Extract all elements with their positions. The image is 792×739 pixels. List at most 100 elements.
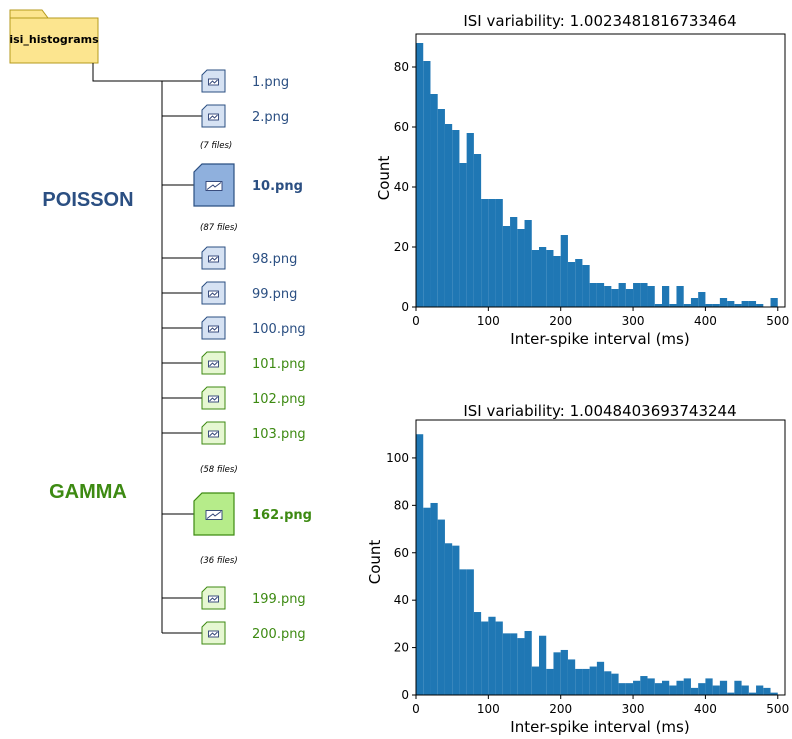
histogram-bar bbox=[596, 283, 605, 307]
histogram-bar bbox=[727, 692, 735, 695]
histogram-bar bbox=[452, 130, 460, 307]
histogram-bar bbox=[647, 286, 655, 307]
file-name-label[interactable]: 1.png bbox=[252, 75, 289, 90]
x-tick-label: 0 bbox=[412, 702, 420, 716]
png-file-icon[interactable] bbox=[193, 163, 235, 207]
histogram-bar bbox=[741, 685, 749, 695]
histogram-bar bbox=[546, 250, 554, 307]
file-name-label[interactable]: 100.png bbox=[252, 322, 306, 337]
y-tick-label: 60 bbox=[394, 120, 409, 134]
file-name-label[interactable]: 2.png bbox=[252, 110, 289, 125]
file-name-label[interactable]: 103.png bbox=[252, 427, 306, 442]
file-name-label[interactable]: 98.png bbox=[252, 252, 297, 267]
y-tick-label: 20 bbox=[394, 240, 409, 254]
png-file-icon[interactable] bbox=[201, 316, 226, 340]
file-tree: isi_histograms 1.png 2.png (7 files) 10.png… bbox=[9, 9, 312, 645]
histogram-bar bbox=[734, 680, 742, 695]
group-label-gamma: GAMMA bbox=[49, 481, 127, 503]
histogram-bar bbox=[546, 668, 554, 695]
y-tick-label: 40 bbox=[394, 593, 409, 607]
file-name-label[interactable]: 101.png bbox=[252, 357, 306, 372]
histogram-bar bbox=[611, 673, 619, 695]
y-tick-label: 0 bbox=[401, 688, 409, 702]
histogram-bar bbox=[423, 507, 431, 695]
histogram-bar bbox=[560, 649, 568, 695]
chart-2-axes: 0 100 200 300 400 500 0 20 40 60 80 100 bbox=[386, 419, 789, 716]
png-file-icon[interactable] bbox=[201, 104, 226, 128]
png-file-icon[interactable] bbox=[201, 421, 226, 445]
png-file-icon[interactable] bbox=[201, 621, 226, 645]
png-file-icon[interactable] bbox=[201, 586, 226, 610]
histogram-bar bbox=[560, 235, 568, 307]
histogram-bar bbox=[618, 683, 626, 695]
histogram-bar bbox=[517, 638, 525, 695]
histogram-bar bbox=[763, 687, 771, 695]
histogram-bar bbox=[567, 262, 576, 307]
x-tick-label: 100 bbox=[477, 314, 500, 328]
histogram-bar bbox=[756, 304, 764, 307]
histogram-bar bbox=[698, 292, 706, 307]
y-tick-label: 20 bbox=[394, 641, 409, 655]
x-tick-label: 200 bbox=[549, 702, 572, 716]
y-tick-label: 40 bbox=[394, 180, 409, 194]
histogram-bar bbox=[582, 668, 590, 695]
root-folder-icon[interactable] bbox=[9, 9, 99, 64]
x-tick-label: 200 bbox=[549, 314, 572, 328]
histogram-bar bbox=[734, 304, 742, 307]
histogram-bar bbox=[502, 633, 511, 695]
file-name-label[interactable]: 10.png bbox=[252, 179, 303, 194]
histogram-bar bbox=[625, 683, 634, 695]
histogram-bar bbox=[676, 680, 684, 695]
chart-2-title: ISI variability: 1.0048403693743244 bbox=[463, 402, 736, 420]
histogram-bar bbox=[517, 229, 525, 307]
histogram-bar bbox=[662, 286, 670, 307]
histogram-bar bbox=[524, 220, 532, 307]
png-file-icon[interactable] bbox=[201, 281, 226, 305]
histogram-bar bbox=[539, 635, 547, 695]
histogram-bar bbox=[633, 680, 641, 695]
histogram-bar bbox=[683, 304, 691, 307]
histogram-bar bbox=[481, 199, 489, 307]
histogram-bar bbox=[495, 199, 503, 307]
y-tick-label: 80 bbox=[394, 60, 409, 74]
png-file-icon[interactable] bbox=[201, 351, 226, 375]
histogram-bar bbox=[727, 301, 735, 307]
x-tick-label: 500 bbox=[766, 702, 789, 716]
histogram-bar bbox=[466, 569, 474, 695]
chart-1-axes: 0 100 200 300 400 500 0 20 40 60 80 bbox=[394, 33, 789, 328]
histogram-chart-1: ISI variability: 1.0023481816733464 0 100… bbox=[375, 12, 789, 348]
histogram-bar bbox=[683, 678, 691, 695]
histogram-bar bbox=[481, 621, 489, 695]
histogram-bar bbox=[459, 163, 467, 307]
histogram-bar bbox=[502, 226, 511, 307]
png-file-icon[interactable] bbox=[193, 492, 235, 536]
histogram-bar bbox=[473, 612, 482, 695]
file-name-label[interactable]: 200.png bbox=[252, 627, 306, 642]
chart-2-ylabel: Count bbox=[366, 540, 384, 585]
png-file-icon[interactable] bbox=[201, 69, 226, 93]
chart-1-bars bbox=[416, 43, 778, 307]
histogram-bar bbox=[437, 109, 445, 307]
histogram-chart-2: ISI variability: 1.0048403693743244 0 100… bbox=[366, 402, 789, 736]
png-file-icon[interactable] bbox=[201, 386, 226, 410]
png-file-icon[interactable] bbox=[201, 246, 226, 270]
plot-frame bbox=[415, 33, 786, 308]
file-name-label[interactable]: 99.png bbox=[252, 287, 297, 302]
histogram-bar bbox=[416, 43, 424, 307]
histogram-bar bbox=[452, 545, 460, 695]
histogram-bar bbox=[473, 154, 482, 307]
histogram-bar bbox=[430, 94, 438, 307]
histogram-bar bbox=[589, 666, 597, 695]
skipped-files-note: (7 files) bbox=[200, 141, 232, 151]
histogram-bar bbox=[719, 298, 728, 307]
histogram-bar bbox=[444, 124, 453, 307]
file-name-label[interactable]: 199.png bbox=[252, 592, 306, 607]
file-name-label[interactable]: 102.png bbox=[252, 392, 306, 407]
histogram-bar bbox=[770, 692, 778, 695]
histogram-bar bbox=[466, 133, 474, 307]
histogram-bar bbox=[618, 283, 626, 307]
file-name-label[interactable]: 162.png bbox=[252, 508, 312, 523]
histogram-bar bbox=[698, 683, 706, 695]
plot-frame bbox=[415, 419, 786, 696]
histogram-bar bbox=[524, 630, 532, 695]
